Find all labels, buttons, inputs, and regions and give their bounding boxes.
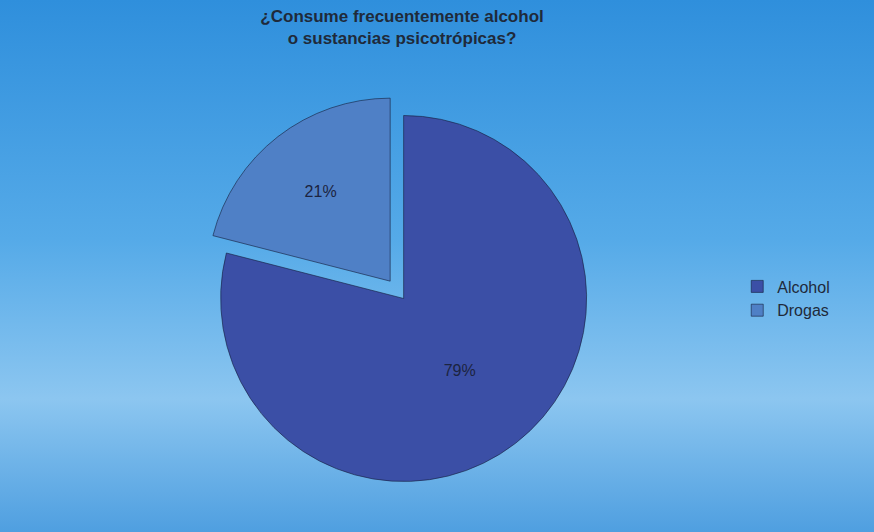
svg-text:Drogas: Drogas: [777, 302, 829, 319]
svg-text:79%: 79%: [444, 362, 476, 379]
svg-text:21%: 21%: [305, 183, 337, 200]
svg-text:Alcohol: Alcohol: [777, 279, 829, 296]
svg-text:¿Consume frecuentemente alcoho: ¿Consume frecuentemente alcoholo sustanc…: [260, 7, 543, 48]
